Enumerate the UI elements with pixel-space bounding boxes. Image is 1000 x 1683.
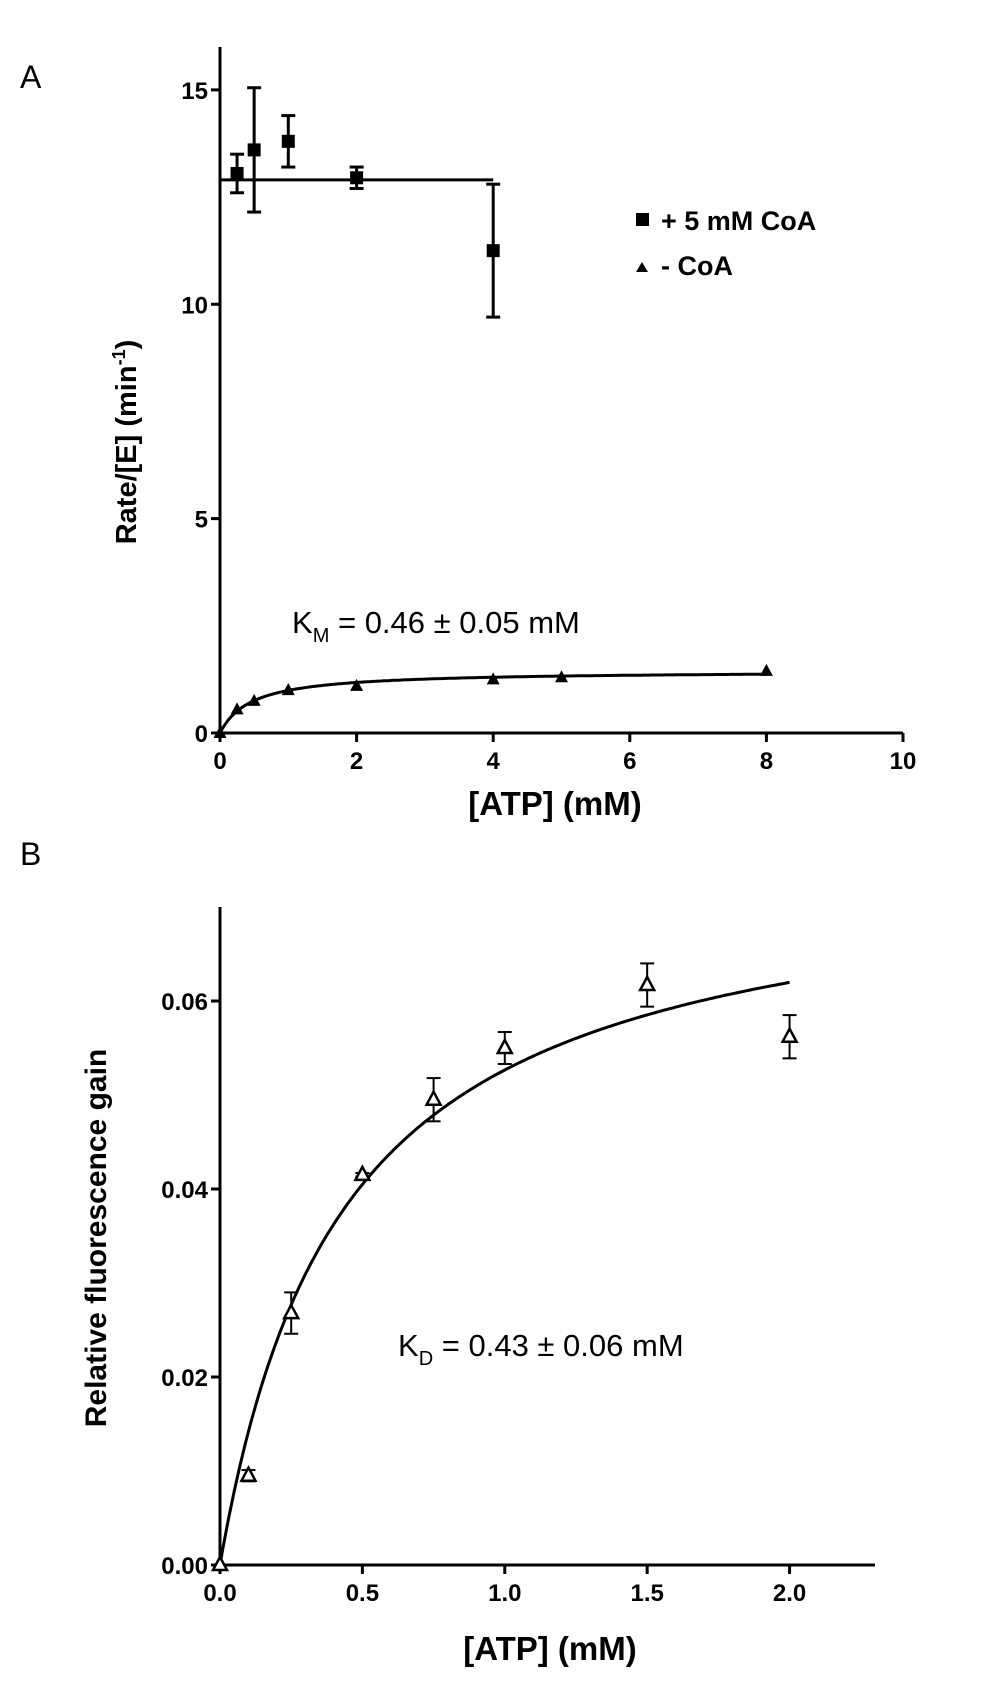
chart-a-x-tick-label: 6: [623, 748, 636, 775]
chart-b-y-tick-label: 0.00: [161, 1553, 208, 1580]
data-point-open-triangle: [353, 1164, 372, 1182]
data-point-open-triangle: [495, 1037, 514, 1055]
chart-b-x-tick-label: 1.5: [630, 1580, 663, 1607]
legend-square-marker: [636, 213, 649, 226]
data-point-open-triangle: [780, 1026, 799, 1043]
data-point-square: [281, 134, 295, 148]
chart-a-y-tick-label: 0: [195, 721, 208, 748]
chart-b-points: [210, 974, 799, 1572]
chart-b-y-axis-title: Relative fluorescence gain: [80, 1049, 113, 1428]
data-point-triangle: [281, 683, 295, 696]
chart-b-ticks: 0.0 0.5 1.0 1.5 2.0 0.00 0.02 0.04 0.06: [161, 989, 806, 1607]
chart-a-x-tick-label: 10: [890, 748, 917, 775]
chart-a-x-tick-label: 0: [213, 748, 226, 775]
chart-a-error-bars: [230, 86, 501, 319]
data-point-square: [486, 244, 500, 258]
chart-a-x-tick-label: 8: [760, 748, 773, 775]
data-point-open-triangle: [282, 1302, 301, 1320]
data-point-square: [247, 143, 261, 157]
legend-label-coa: + 5 mM CoA: [661, 206, 816, 236]
data-point-triangle: [247, 693, 261, 706]
chart-b: 0.0 0.5 1.0 1.5 2.0 0.00 0.02 0.04 0.06 [ATP] (m…: [80, 907, 875, 1667]
fit-curve-binding: [218, 980, 790, 1566]
chart-b-fit-line: [218, 980, 790, 1566]
chart-b-axes: [218, 907, 875, 1567]
data-point-open-triangle: [638, 974, 657, 992]
data-point-triangle: [230, 702, 244, 715]
data-point-triangle: [350, 678, 364, 691]
data-point-open-triangle: [424, 1089, 443, 1106]
chart-a: 0 2 4 6 8 10 0 5 10 15 [ATP] (mM) Rate/[E] (min-1…: [109, 47, 916, 822]
chart-a-x-tick-label: 2: [350, 748, 363, 775]
chart-b-y-tick-label: 0.04: [161, 1177, 208, 1204]
panel-label-a: A: [20, 59, 42, 95]
data-point-triangle: [759, 663, 773, 676]
data-point-open-triangle: [239, 1465, 258, 1482]
chart-a-legend: + 5 mM CoA - CoA: [636, 206, 816, 281]
chart-b-x-axis-title: [ATP] (mM): [463, 1630, 637, 1667]
data-point-open-triangle: [210, 1554, 230, 1572]
chart-a-points: [213, 134, 773, 738]
chart-b-x-tick-label: 0.5: [346, 1580, 379, 1607]
chart-a-y-tick-label: 15: [181, 78, 208, 105]
data-point-square: [350, 171, 364, 185]
chart-a-x-axis-title: [ATP] (mM): [468, 785, 642, 822]
chart-a-y-axis-title: Rate/[E] (min-1): [109, 340, 143, 545]
chart-b-x-tick-label: 2.0: [773, 1580, 806, 1607]
data-point-triangle: [213, 726, 227, 738]
legend-label-no-coa: - CoA: [661, 251, 733, 281]
chart-a-x-tick-label: 4: [487, 748, 501, 775]
chart-b-x-tick-label: 1.0: [488, 1580, 521, 1607]
data-point-square: [230, 166, 244, 180]
chart-a-km-annotation: KM = 0.46 ± 0.05 mM: [292, 605, 580, 647]
data-point-triangle: [555, 670, 568, 683]
chart-a-y-tick-label: 10: [181, 292, 208, 319]
chart-b-y-tick-label: 0.02: [161, 1365, 208, 1392]
chart-a-y-tick-label: 5: [195, 507, 208, 534]
legend-triangle-marker: [636, 262, 648, 272]
chart-b-kd-annotation: KD = 0.43 ± 0.06 mM: [398, 1328, 684, 1370]
data-point-triangle: [486, 672, 500, 685]
chart-b-x-tick-label: 0.0: [203, 1580, 236, 1607]
chart-b-error-bars: [241, 962, 797, 1483]
chart-a-ticks: 0 2 4 6 8 10 0 5 10 15: [181, 78, 916, 775]
panel-label-b: B: [20, 836, 41, 872]
chart-b-y-tick-label: 0.06: [161, 989, 208, 1016]
